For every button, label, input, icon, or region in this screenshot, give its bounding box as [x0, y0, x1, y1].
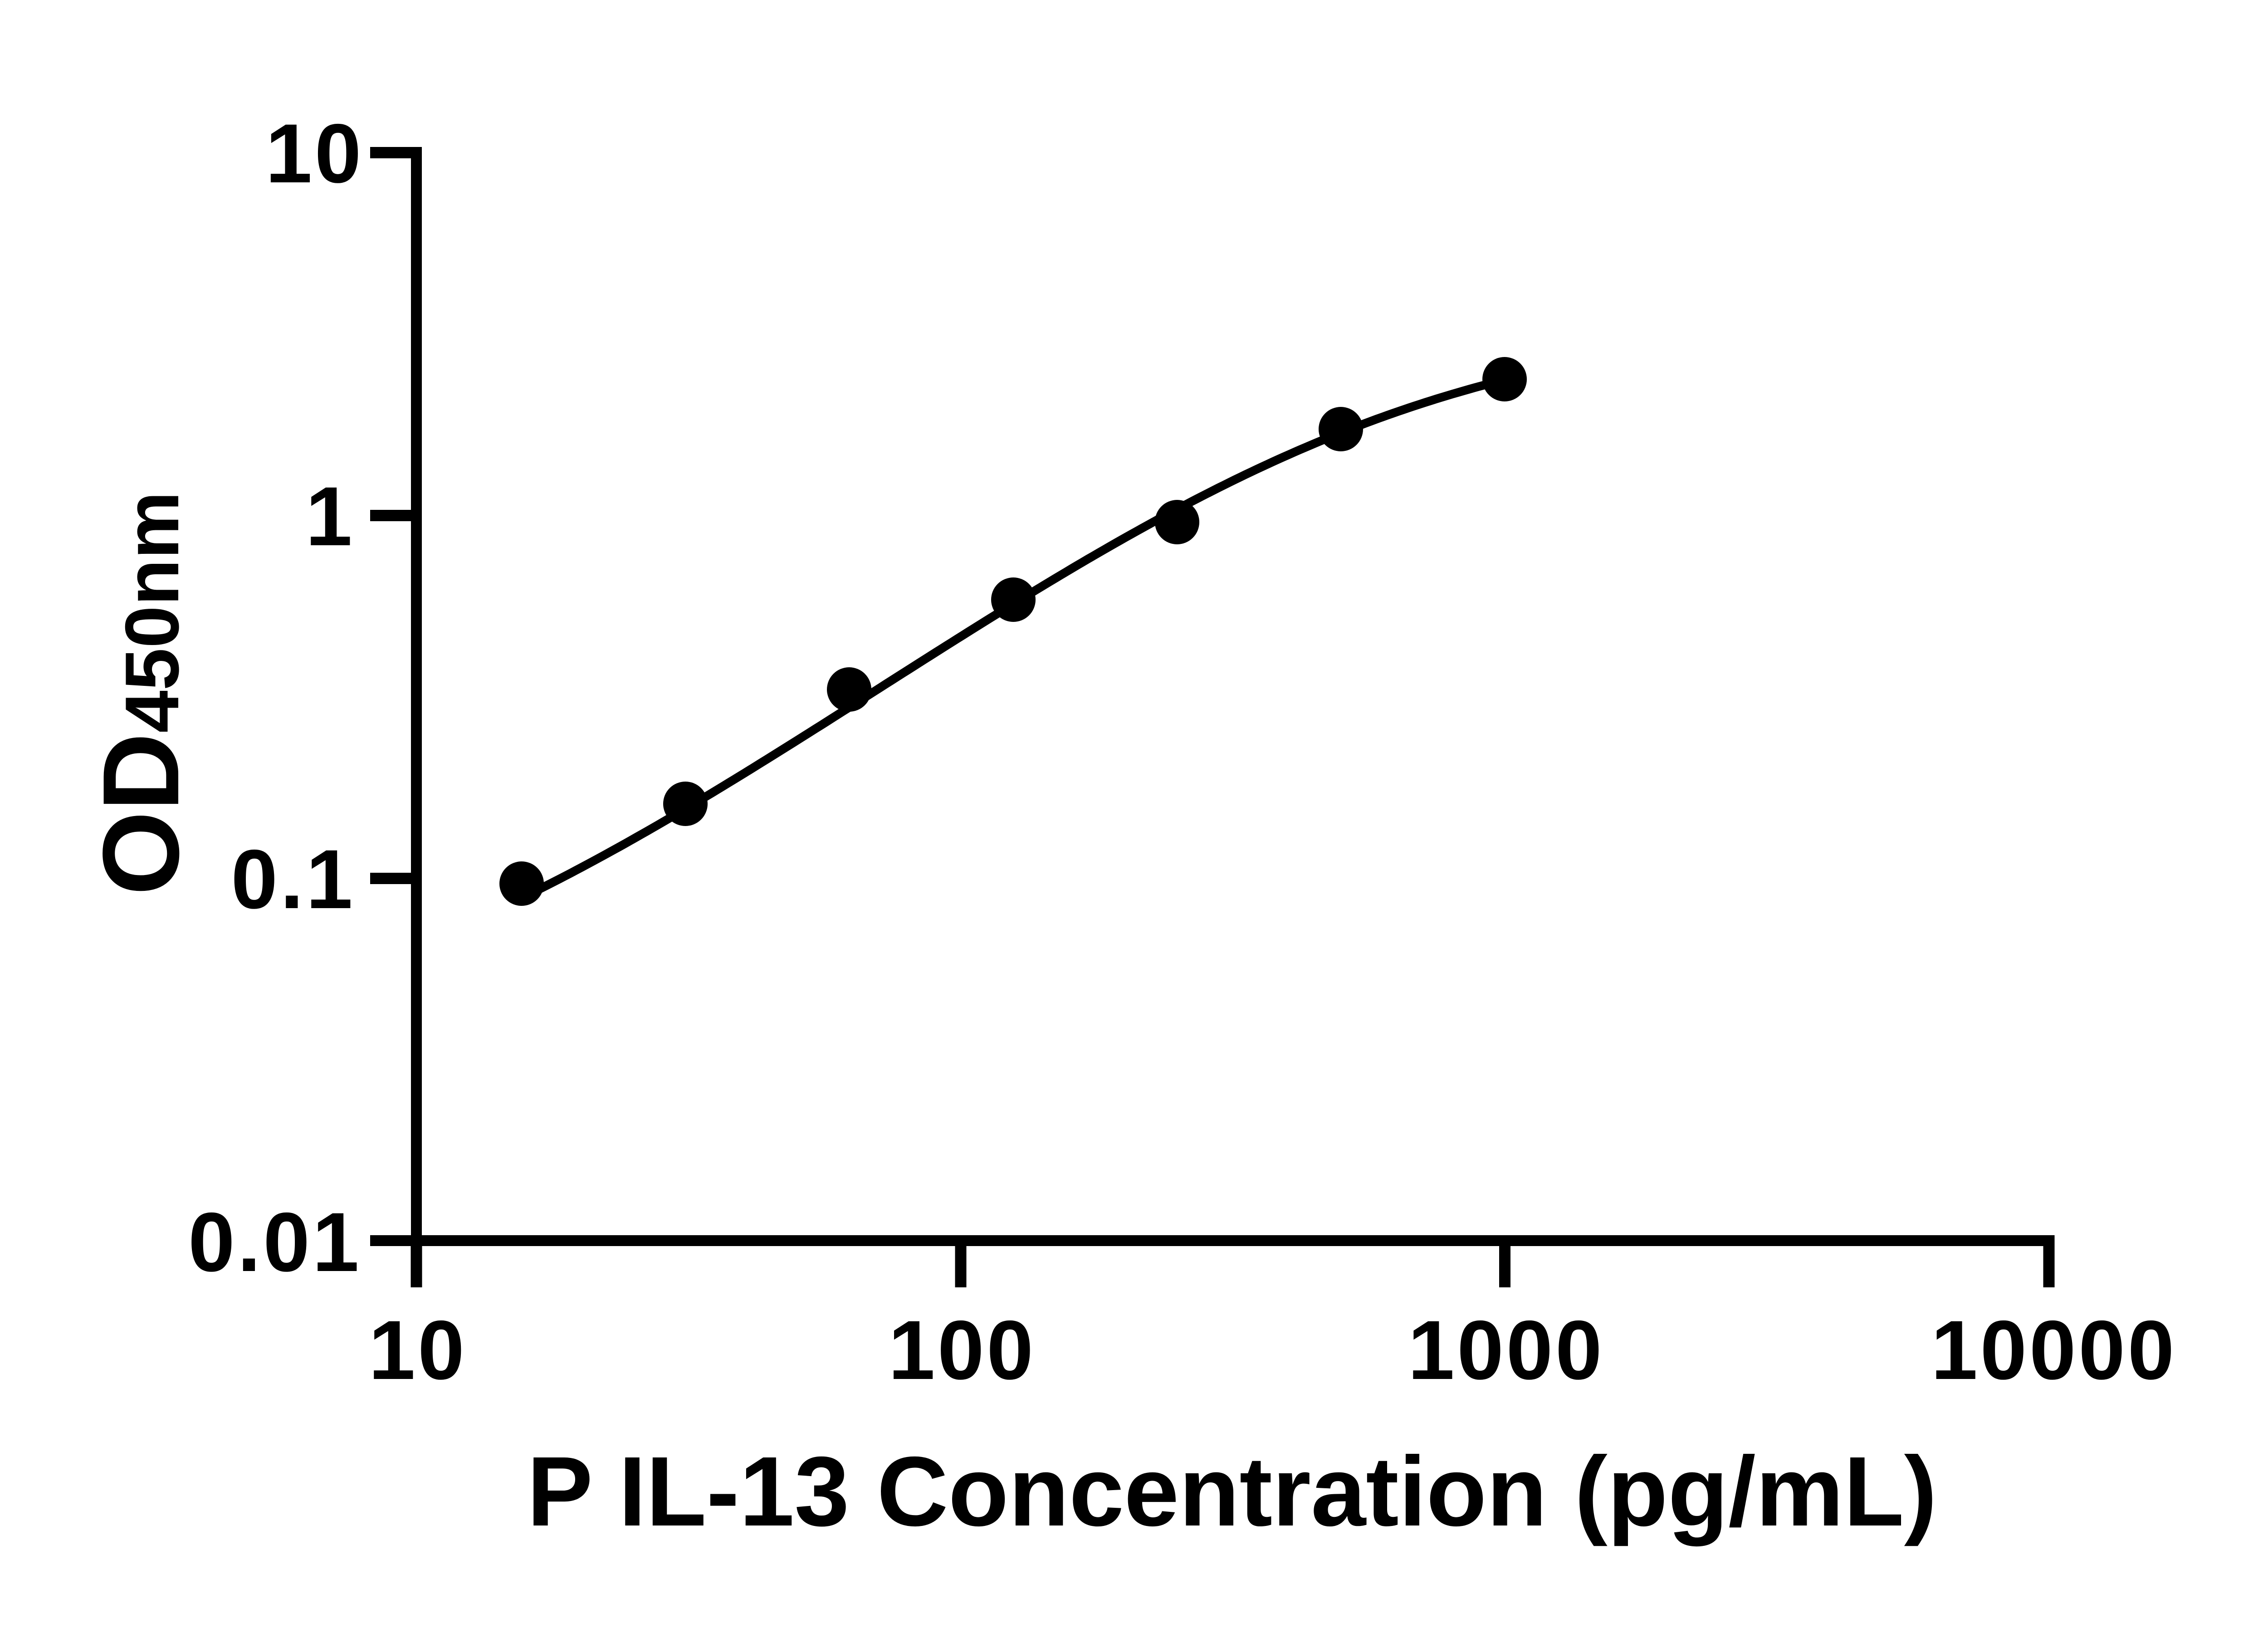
svg-text:0.01: 0.01	[188, 1196, 362, 1289]
svg-text:10000: 10000	[1931, 1304, 2177, 1397]
svg-text:OD450nm: OD450nm	[80, 491, 201, 895]
svg-text:10: 10	[369, 1304, 467, 1397]
svg-text:0.1: 0.1	[231, 833, 355, 926]
svg-text:100: 100	[888, 1304, 1036, 1397]
svg-text:1000: 1000	[1408, 1304, 1605, 1397]
svg-text:10: 10	[265, 107, 364, 200]
svg-text:1: 1	[306, 470, 355, 563]
svg-text:P IL-13 Concentration (pg/mL): P IL-13 Concentration (pg/mL)	[527, 1437, 1937, 1547]
